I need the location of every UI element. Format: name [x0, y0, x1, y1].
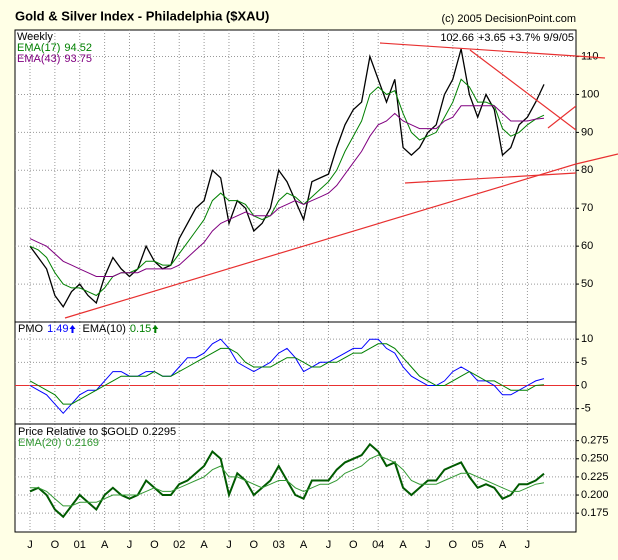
legend-text: 94.52 [64, 42, 92, 54]
credit: (c) 2005 DecisionPoint.com [441, 13, 576, 25]
x-tick-label: A [399, 539, 407, 551]
y-tick-label: -5 [581, 403, 591, 415]
y-tick-label: 90 [581, 126, 593, 138]
x-tick-label: A [499, 539, 507, 551]
x-tick-label: 02 [173, 539, 185, 551]
trend-line [379, 42, 576, 57]
x-tick-label: 01 [74, 539, 86, 551]
y-tick-label: 10 [581, 333, 593, 345]
series-line [29, 105, 545, 277]
x-tick-label: J [127, 539, 133, 551]
trend-line [404, 172, 576, 184]
y-tick-label: 0.175 [581, 507, 609, 519]
legend-text: PMO [18, 323, 44, 335]
legend-entry: EMA(20) 0.2169 [18, 437, 99, 449]
x-tick-label: J [425, 539, 431, 551]
x-tick-label: O [51, 539, 60, 551]
y-tick-label: 80 [581, 164, 593, 176]
x-tick-label: 03 [273, 539, 285, 551]
trend-line [469, 49, 576, 131]
legend-entry: 102.66 +3.65 +3.7% 9/9/05 [440, 32, 574, 44]
y-tick-label: 70 [581, 202, 593, 214]
legend-entry: EMA(43) 93.75 [17, 53, 92, 65]
trend-line [547, 105, 576, 129]
x-tick-label: O [150, 539, 159, 551]
y-tick-label: 0 [581, 379, 587, 391]
x-tick-label: O [449, 539, 458, 551]
y-tick-label: 5 [581, 356, 587, 368]
legend-text: EMA(20) [18, 437, 61, 449]
y-tick-label: 0.250 [581, 453, 609, 465]
trend-line [575, 55, 606, 59]
x-tick-label: J [27, 539, 33, 551]
legend-entry: EMA(10) 0.15 [82, 323, 151, 335]
y-tick-label: 0.200 [581, 489, 609, 501]
trend-line [575, 153, 618, 165]
legend-text: 0.15 [130, 323, 151, 335]
legend-text: 0.2169 [65, 437, 99, 449]
legend-text: +3.65 +3.7% 9/9/05 [478, 32, 574, 44]
trend-arrow [69, 325, 76, 333]
legend-text: Price Relative to $GOLD [18, 426, 138, 438]
legend-text: EMA(17) [17, 42, 60, 54]
legend-text: EMA(43) [17, 53, 60, 65]
legend-text: 93.75 [64, 53, 92, 65]
series-line [29, 48, 545, 309]
series-line [29, 343, 545, 405]
series-line [29, 338, 545, 415]
x-tick-label: A [300, 539, 308, 551]
y-tick-label: 0.225 [581, 471, 609, 483]
legend-entry: EMA(17) 94.52 [17, 42, 92, 54]
x-tick-label: A [101, 539, 109, 551]
x-tick-label: 05 [472, 539, 484, 551]
subtitle: Weekly [17, 31, 53, 43]
x-tick-label: O [250, 539, 259, 551]
legend-text: 102.66 [440, 32, 474, 44]
legend-entry: Price Relative to $GOLD 0.2295 [18, 426, 176, 438]
plot-area [14, 29, 577, 533]
chart-title: Gold & Silver Index - Philadelphia ($XAU… [15, 8, 269, 23]
trend-arrow [152, 325, 159, 333]
trend-line [64, 163, 576, 319]
x-tick-label: O [349, 539, 358, 551]
x-tick-label: J [226, 539, 232, 551]
legend-text: 1.49 [47, 323, 68, 335]
x-tick-label: 04 [372, 539, 384, 551]
y-tick-label: 0.275 [581, 435, 609, 447]
y-tick-label: 60 [581, 240, 593, 252]
x-tick-label: A [200, 539, 208, 551]
series-line [30, 454, 545, 507]
x-tick-label: J [326, 539, 332, 551]
legend-text: EMA(10) [82, 323, 125, 335]
legend-entry: PMO 1.49 [18, 323, 68, 335]
x-tick-label: J [525, 539, 531, 551]
y-tick-label: 50 [581, 278, 593, 290]
legend-text: 0.2295 [142, 426, 176, 438]
y-tick-label: 100 [581, 88, 599, 100]
trend-lines [64, 42, 576, 319]
